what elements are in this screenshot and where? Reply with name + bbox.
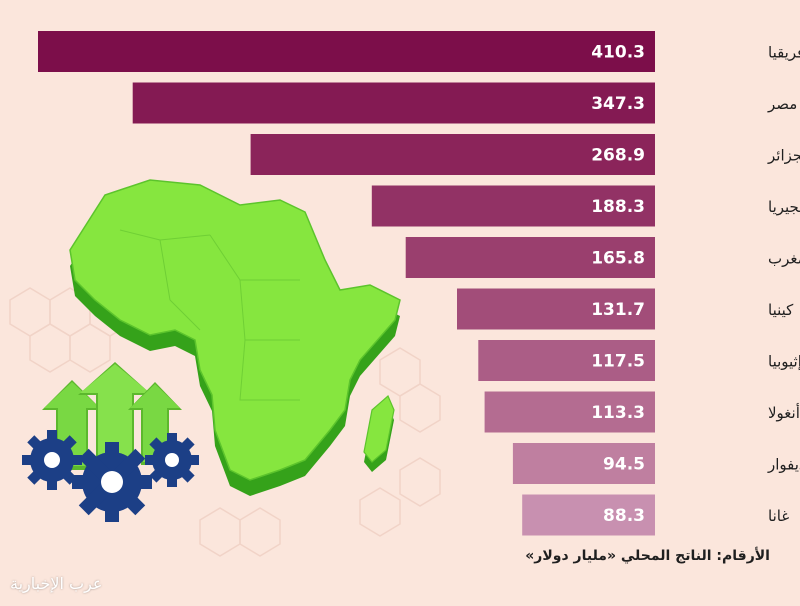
bar-value-label: 131.7	[591, 300, 645, 320]
bar	[478, 340, 655, 381]
category-label: كوت ديفوار	[767, 456, 800, 474]
bar	[512, 443, 655, 484]
category-label: كينيا	[768, 301, 794, 319]
category-label: أنغولا	[768, 403, 800, 422]
bar-chart: 410.3 جنوب أفريقيا 347.3 مصر 268.9 الجزائر 188…	[38, 31, 800, 536]
watermark: عرب الإخبارية	[10, 574, 103, 593]
bar-value-label: 113.3	[591, 403, 645, 423]
bar	[132, 82, 655, 124]
category-label: المغرب	[768, 250, 800, 268]
bar	[522, 494, 655, 536]
category-label: الجزائر	[767, 147, 800, 165]
category-label: جنوب أفريقيا	[768, 43, 800, 62]
category-label: نيجيريا	[768, 198, 800, 216]
bar	[371, 185, 655, 227]
footnote: الأرقام: الناتج المحلي «مليار دولار»	[525, 548, 770, 564]
category-label: إثيوبيا	[768, 353, 800, 371]
bar-value-label: 117.5	[591, 352, 645, 372]
bar-value-label: 165.8	[591, 249, 645, 269]
bar	[38, 31, 655, 72]
africa-map-icon	[69, 179, 401, 496]
bar	[250, 134, 655, 175]
bar-value-label: 94.5	[603, 455, 645, 475]
bar-value-label: 88.3	[603, 506, 645, 526]
gear-icon	[22, 430, 199, 522]
top-strip	[0, 0, 800, 14]
bar-value-label: 188.3	[591, 197, 645, 217]
bar-value-label: 347.3	[591, 94, 645, 114]
category-label: مصر	[767, 95, 797, 113]
bar	[457, 288, 655, 330]
bar-value-label: 268.9	[591, 146, 645, 166]
bar-value-label: 410.3	[591, 43, 645, 63]
category-label: غانا	[768, 507, 789, 525]
bar	[484, 391, 655, 433]
bar	[405, 237, 655, 278]
